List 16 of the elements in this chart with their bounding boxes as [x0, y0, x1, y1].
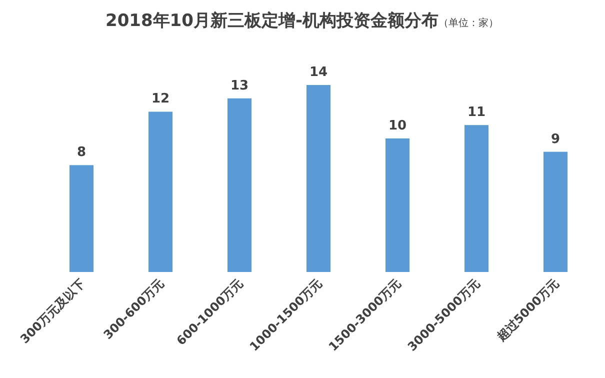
data-label: 9: [550, 132, 560, 147]
bar: [306, 85, 330, 272]
data-label: 14: [309, 65, 328, 80]
bar: [70, 165, 94, 272]
data-label: 10: [388, 118, 407, 134]
bar: [228, 98, 252, 272]
data-label: 11: [467, 105, 486, 120]
chart-title: 2018年10月新三板定增-机构投资金额分布: [105, 11, 439, 31]
bar: [386, 138, 410, 272]
bar: [464, 125, 488, 272]
data-label: 13: [230, 78, 249, 94]
data-label: 8: [76, 145, 86, 160]
chart-subtitle: （单位：家）: [438, 17, 499, 29]
bar: [544, 152, 568, 272]
bar: [148, 112, 172, 272]
data-label: 12: [151, 92, 170, 107]
